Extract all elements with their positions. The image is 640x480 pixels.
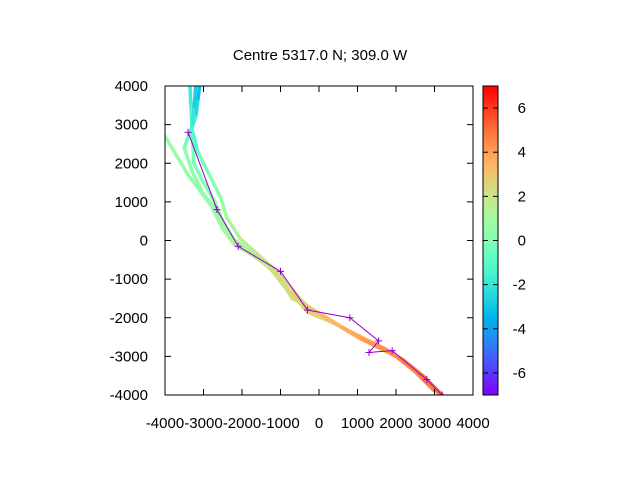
track-segment — [251, 254, 271, 270]
y-tick-label: 1000 — [115, 194, 148, 211]
x-tick-label: -2000 — [223, 415, 261, 432]
waypoint-marker — [388, 347, 396, 355]
waypoint-marker — [423, 376, 431, 384]
track-segment — [272, 267, 290, 293]
track-segment — [217, 211, 233, 239]
track-segment — [209, 203, 225, 231]
waypoint-marker — [213, 206, 221, 214]
y-tick-label: -3000 — [110, 348, 148, 365]
track-1 — [182, 86, 437, 393]
x-tick-label: -3000 — [184, 415, 222, 432]
track-segment — [194, 99, 200, 119]
track-segment — [197, 188, 213, 208]
colorbar-tick-label: -2 — [513, 277, 526, 294]
y-tick-label: 3000 — [115, 117, 148, 134]
waypoint-layer — [184, 128, 446, 395]
colorbar: -6 -4 -2 0 2 4 6 — [482, 85, 526, 396]
waypoint-marker — [438, 391, 446, 395]
y-tick-label: 0 — [140, 233, 148, 250]
track-segment — [417, 372, 441, 395]
track-segment — [301, 302, 325, 318]
colorbar-tick-label: 6 — [518, 100, 526, 117]
waypoint-marker — [375, 337, 383, 345]
track-segment — [321, 314, 344, 330]
colorbar-tick-label: -4 — [513, 321, 526, 338]
y-tick-label: -1000 — [110, 271, 148, 288]
x-tick-label: -4000 — [146, 415, 184, 432]
track-segment — [190, 107, 196, 131]
track-segment — [221, 227, 237, 247]
y-tick-label: 4000 — [115, 78, 148, 95]
track-segment — [228, 234, 248, 250]
track-segment — [340, 325, 364, 341]
waypoint-marker — [184, 128, 192, 136]
waypoint-marker — [303, 306, 311, 314]
track-segment — [186, 173, 202, 193]
track-segment — [174, 153, 190, 177]
track-segment — [378, 344, 402, 361]
track-segment — [165, 134, 179, 158]
waypoint-route — [187, 132, 443, 395]
track-segment — [182, 146, 194, 173]
track-segment — [195, 86, 202, 104]
y-tick-label: -4000 — [110, 387, 148, 404]
track-segment — [190, 126, 200, 154]
colorbar-tick-label: -6 — [513, 365, 526, 382]
track-segment — [219, 196, 229, 220]
colorbar-gradient — [483, 86, 498, 395]
x-tick-label: -1000 — [261, 415, 299, 432]
plot-area — [165, 86, 444, 395]
x-tick-label: 4000 — [456, 415, 489, 432]
track-segment — [192, 161, 206, 185]
track-segment — [255, 252, 277, 272]
chart-title: Centre 5317.0 N; 309.0 W — [233, 47, 408, 64]
track-segment — [286, 288, 306, 306]
track-segment — [190, 142, 196, 165]
waypoint-marker — [365, 349, 373, 357]
track-segment — [359, 337, 383, 349]
waypoint-marker — [346, 314, 354, 322]
x-tick-label: 3000 — [418, 415, 451, 432]
waypoint-marker — [277, 267, 284, 275]
track-segment — [398, 356, 421, 376]
track-segment — [195, 149, 212, 177]
x-tick-label: 1000 — [341, 415, 374, 432]
colorbar-tick-label: 4 — [518, 144, 526, 161]
track-0 — [188, 86, 444, 395]
colorbar-tick-label: 0 — [518, 233, 526, 250]
x-tick-label: 0 — [315, 415, 323, 432]
track-segment — [192, 86, 198, 111]
track-3 — [190, 86, 441, 395]
waypoint-marker — [234, 242, 242, 250]
plot-frame — [164, 85, 474, 396]
track-segment — [188, 86, 193, 108]
track-2 — [165, 134, 444, 395]
x-tick-label: 2000 — [379, 415, 412, 432]
axes: -4000 -3000 -2000 -1000 0 1000 2000 3000 4000-40… — [110, 78, 490, 432]
colorbar-tick-label: 2 — [518, 188, 526, 205]
track-segment — [224, 215, 242, 241]
track-segment — [238, 236, 260, 256]
track-segment — [207, 173, 223, 200]
y-tick-label: -2000 — [110, 310, 148, 327]
y-tick-label: 2000 — [115, 155, 148, 172]
